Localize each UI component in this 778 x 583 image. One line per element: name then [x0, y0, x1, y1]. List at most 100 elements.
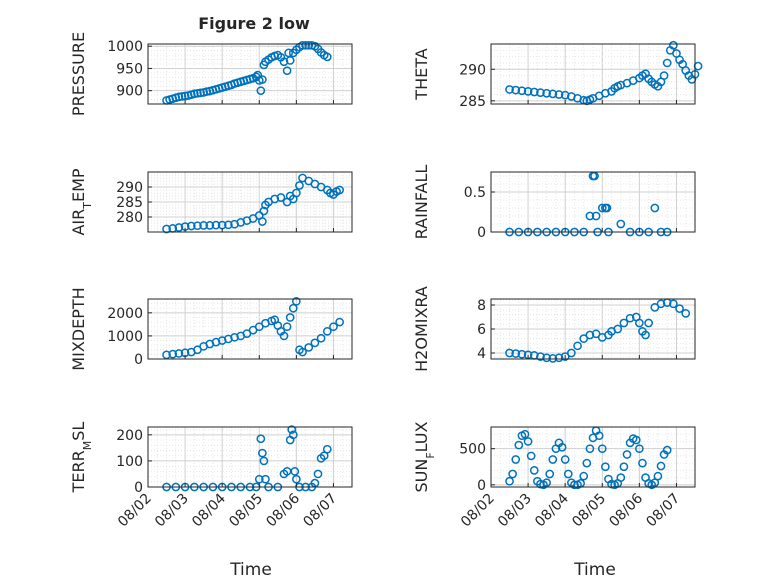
data-point: [548, 455, 558, 464]
data-point: [174, 223, 184, 232]
data-point: [254, 474, 264, 484]
data-point: [570, 480, 579, 490]
data-point: [288, 430, 298, 440]
x-tick-label: 08/05: [569, 491, 609, 531]
data-point: [635, 444, 644, 454]
y-tick-label: 200: [116, 428, 143, 444]
data-point: [545, 469, 555, 479]
data-point: [675, 304, 684, 313]
data-point: [650, 203, 660, 213]
data-point: [616, 219, 626, 229]
y-tick-label: 100: [116, 454, 143, 470]
y-tick-label: 0: [477, 225, 486, 241]
data-point: [335, 185, 344, 195]
y-tick-label: 8: [477, 298, 486, 314]
y-tick-label: 1000: [107, 39, 143, 55]
data-point: [258, 448, 267, 458]
y-axis-label: RAINFALL: [412, 165, 431, 240]
y-axis-label: PRESSURE: [69, 32, 88, 116]
data-point: [177, 92, 187, 101]
data-point: [548, 354, 558, 363]
data-point: [659, 71, 669, 80]
data-point: [186, 221, 196, 231]
data-point: [162, 224, 171, 234]
data-point: [211, 220, 221, 230]
data-point: [193, 221, 202, 231]
data-point: [635, 318, 644, 328]
data-point: [542, 478, 551, 488]
data-point: [653, 471, 663, 481]
data-point: [285, 313, 295, 322]
y-tick-label: 4: [477, 346, 486, 362]
x-tick-label: 08/05: [226, 491, 266, 531]
data-point: [259, 206, 269, 216]
axes-box: [490, 43, 696, 105]
data-point: [656, 299, 666, 309]
y-tick-label: 1000: [107, 329, 143, 345]
axes-box: [490, 426, 696, 488]
data-point: [322, 52, 332, 62]
data-point: [619, 462, 629, 472]
data-point: [279, 57, 289, 67]
data-point: [316, 333, 326, 343]
y-tick-label: 0: [477, 478, 486, 494]
y-tick-label: 0.5: [464, 185, 486, 201]
data-point: [287, 425, 297, 434]
data-point: [230, 332, 239, 342]
data-point: [322, 326, 332, 336]
y-tick-label: 6: [477, 322, 486, 338]
data-point: [523, 87, 533, 96]
chart-title: Figure 2 low: [198, 14, 310, 33]
data-point: [258, 75, 267, 84]
data-point: [292, 474, 301, 484]
data-point: [168, 349, 178, 359]
data-point: [196, 88, 205, 98]
data-point: [279, 331, 289, 341]
data-point: [511, 455, 521, 464]
y-axis-label: MIXDEPTH: [69, 287, 88, 370]
data-point: [594, 431, 604, 441]
y-tick-label: 0: [134, 352, 143, 368]
data-point: [290, 466, 300, 476]
data-point: [253, 70, 263, 80]
axes-box: [147, 298, 353, 360]
x-tick-label: 08/03: [152, 491, 192, 531]
data-point: [511, 349, 521, 358]
x-tick-label: 08/06: [263, 490, 303, 530]
data-point: [329, 322, 338, 332]
data-point: [202, 87, 212, 96]
data-point: [585, 211, 595, 221]
y-axis-label: H2OMIXRA: [412, 286, 431, 372]
data-point: [514, 440, 524, 450]
data-point: [579, 334, 589, 343]
panel-theta: 285 290 THETA: [412, 40, 703, 110]
axes-box: [147, 426, 353, 488]
data-point: [174, 92, 184, 102]
data-point: [505, 85, 514, 94]
data-point: [681, 309, 691, 318]
x-tick-label: 08/07: [300, 491, 340, 531]
data-point: [693, 61, 703, 71]
data-point: [298, 347, 307, 357]
y-tick-label: 900: [116, 84, 143, 100]
data-point: [322, 444, 332, 454]
data-point: [529, 466, 539, 475]
data-point: [602, 203, 612, 213]
data-point: [174, 349, 184, 358]
data-point: [669, 299, 678, 309]
data-point: [508, 469, 517, 479]
data-point: [313, 469, 323, 479]
y-tick-label: 290: [459, 62, 486, 78]
y-tick-label: 500: [459, 442, 486, 458]
data-point: [573, 341, 582, 351]
data-point: [199, 221, 208, 230]
data-point: [298, 40, 307, 50]
data-point: [304, 40, 314, 50]
data-point: [560, 455, 570, 464]
y-tick-label: 280: [116, 210, 143, 226]
x-tick-label: 08/06: [606, 490, 646, 530]
data-point: [276, 193, 286, 202]
data-point: [650, 303, 660, 312]
